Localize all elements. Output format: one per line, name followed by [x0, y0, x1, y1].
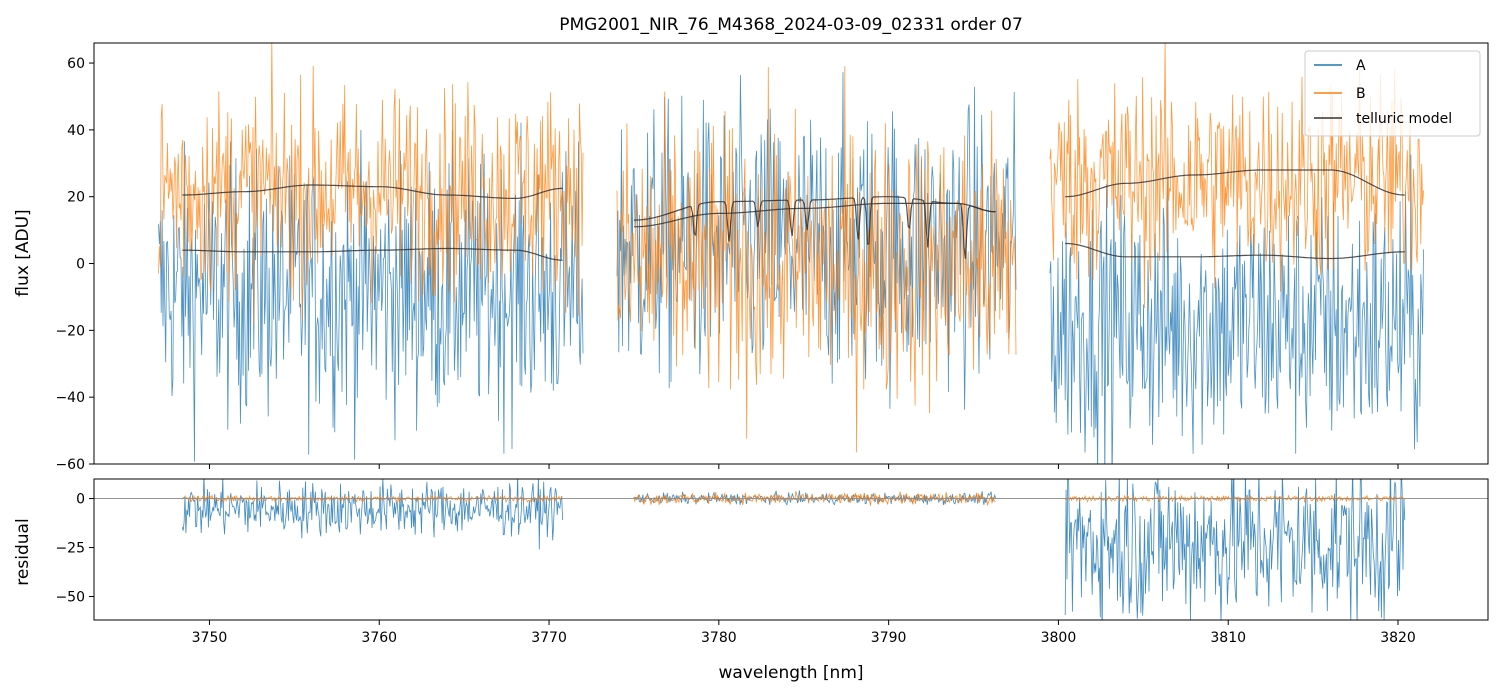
legend-label-A: A [1356, 58, 1366, 74]
legend-frame [1304, 50, 1481, 137]
residual-x-ticks: 3750 3760 3770 3780 3790 3800 3810 3820 [192, 620, 1416, 646]
flux-y-tick-label-20: 20 [67, 190, 85, 206]
series-B-flux [158, 43, 1424, 453]
chart-title: PMG2001_NIR_76_M4368_2024-03-09_02331 or… [559, 15, 1023, 35]
flux-y-ticks: −60 −40 −20 0 20 40 60 [55, 56, 94, 473]
x-axis-label: wavelength [nm] [718, 663, 863, 683]
residual-panel-frame [93, 478, 1489, 621]
telluric-model-seg1-lower [182, 247, 563, 261]
series-A-residual-segment-3 [1064, 479, 1406, 620]
residual-x-tick-label-3750: 3750 [192, 630, 228, 646]
legend-label-telluric: telluric model [1356, 111, 1452, 127]
series-B-flux-segment-1 [158, 43, 584, 325]
legend: A B telluric model [1304, 50, 1481, 137]
flux-y-tick-label--20: −20 [55, 323, 85, 339]
flux-panel-frame [93, 42, 1489, 465]
series-A-residual-segment-1 [181, 479, 563, 550]
telluric-model-seg2-upper [633, 196, 996, 259]
residual-x-tick-label-3780: 3780 [701, 630, 737, 646]
residual-x-tick-label-3760: 3760 [361, 630, 397, 646]
residual-x-tick-label-3810: 3810 [1210, 630, 1246, 646]
telluric-model-seg2-lower [633, 202, 996, 228]
flux-y-axis-label: flux [ADU] [13, 209, 33, 296]
series-A-residual-segment-2 [633, 490, 996, 506]
residual-y-tick-label--25: −25 [55, 541, 85, 557]
telluric-model-seg3-upper [1065, 169, 1405, 198]
residual-x-tick-label-3800: 3800 [1041, 630, 1077, 646]
residual-panel: −50 −25 0 3750 3760 3770 3780 3790 3800 3810 3820… [13, 478, 1489, 683]
residual-y-axis-label: residual [13, 518, 33, 585]
flux-y-tick-label--40: −40 [55, 390, 85, 406]
telluric-model-seg1-upper [182, 184, 563, 199]
residual-x-tick-label-3790: 3790 [871, 630, 907, 646]
series-A-flux-segment-2 [616, 72, 1017, 410]
residual-x-tick-label-3770: 3770 [531, 630, 567, 646]
flux-panel: −60 −40 −20 0 20 40 60 flux [ADU] A B telluric… [13, 42, 1489, 473]
series-A-residual [181, 479, 1406, 620]
residual-y-tick-label-0: 0 [76, 492, 85, 508]
flux-x-ticks [208, 464, 1399, 469]
series-B-flux-segment-2 [616, 66, 1017, 453]
telluric-model-seg3-lower [1065, 242, 1405, 260]
legend-label-B: B [1356, 86, 1366, 102]
series-B-flux-segment-3 [1049, 43, 1424, 309]
series-A-flux-segment-3 [1049, 154, 1424, 464]
flux-y-tick-label--60: −60 [55, 457, 85, 473]
flux-y-tick-label-60: 60 [67, 56, 85, 72]
residual-plot-area [181, 479, 1406, 620]
flux-plot-area [158, 43, 1424, 464]
series-A-flux [158, 72, 1424, 464]
flux-y-tick-label-0: 0 [76, 257, 85, 273]
telluric-model-lines [182, 169, 1405, 261]
flux-y-tick-label-40: 40 [67, 123, 85, 139]
residual-x-tick-label-3820: 3820 [1380, 630, 1416, 646]
residual-y-ticks: −50 −25 0 [55, 492, 94, 606]
series-B-residual-segment-3 [1064, 494, 1406, 504]
residual-y-tick-label--50: −50 [55, 590, 85, 606]
